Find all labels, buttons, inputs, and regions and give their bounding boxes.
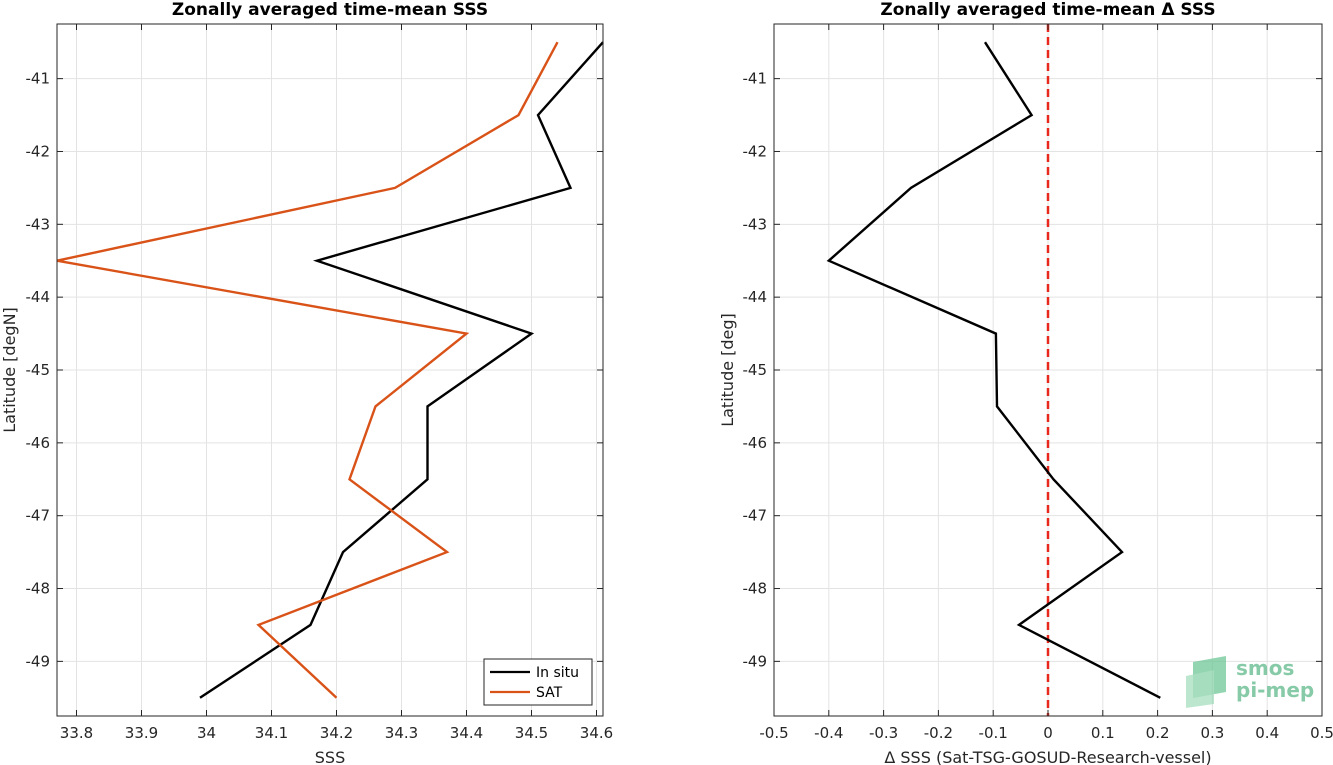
delta-sss-series-line-delta [826,41,1161,699]
sss-y-tick-label: -45 [26,361,51,379]
sss-series-line-in-situ [199,41,604,699]
sss-x-tick-label: 34.4 [450,724,483,742]
sss-y-axis-label: Latitude [degN] [0,307,19,433]
sss-grid [57,24,603,716]
delta-sss-x-tick-label: 0.5 [1310,724,1333,742]
legend: In situ SAT [483,658,593,706]
sss-x-axis-label: SSS [315,748,345,765]
delta-sss-x-tick-label: 0.3 [1200,724,1224,742]
delta-sss-y-tick-label: -41 [743,70,768,88]
sss-y-tick-label: -42 [26,142,51,160]
sss-y-tick-label: -43 [26,215,51,233]
sss-x-tick-label: 34.3 [385,724,418,742]
sss-y-tick-label: -49 [26,652,51,670]
delta-sss-y-tick-label: -43 [743,215,768,233]
delta-sss-y-tick-label: -45 [743,361,768,379]
delta-sss-panel: Zonally averaged time-mean Δ SSS -0.5 -0.… [718,0,1333,765]
delta-sss-x-tick-label: 0.2 [1146,724,1170,742]
legend-label-sat: SAT [536,685,563,701]
sss-ticks: 33.8 33.9 34 34.1 34.2 34.3 34.4 34.5 34.6 -41 -42… [26,24,613,742]
delta-sss-x-tick-label: 0 [1043,724,1053,742]
sss-x-tick-label: 34.5 [515,724,548,742]
legend-box [483,658,593,706]
delta-sss-x-tick-label: -0.4 [814,724,843,742]
sss-x-tick-label: 34.1 [255,724,288,742]
sss-y-tick-label: -41 [26,70,51,88]
sss-panel-title: Zonally averaged time-mean SSS [172,0,488,20]
delta-sss-ticks: -0.5 -0.4 -0.3 -0.2 -0.1 0 0.1 0.2 0.3 0.4 0.5 -41 -… [743,24,1333,742]
delta-sss-y-tick-label: -44 [743,288,768,306]
delta-sss-y-tick-label: -49 [743,652,768,670]
delta-sss-y-tick-label: -48 [743,580,768,598]
delta-sss-series [826,41,1161,699]
delta-sss-x-tick-label: -0.3 [869,724,898,742]
delta-sss-x-axis-label: Δ SSS (Sat-TSG-GOSUD-Research-vessel) [884,748,1211,765]
sss-series-line-sat [56,41,559,699]
sss-x-tick-label: 33.8 [60,724,93,742]
delta-sss-x-tick-label: 0.1 [1091,724,1115,742]
delta-sss-y-tick-label: -42 [743,142,768,160]
sss-x-tick-label: 34 [197,724,216,742]
delta-sss-x-tick-label: -0.2 [924,724,953,742]
sss-x-tick-label: 33.9 [125,724,158,742]
legend-label-in-situ: In situ [536,665,579,681]
delta-sss-x-tick-label: -0.5 [759,724,788,742]
logo-wave-shape-2 [1186,670,1214,708]
sss-panel: Zonally averaged time-mean SSS 33.8 33.9 3… [0,0,613,765]
sss-y-tick-label: -47 [26,507,51,525]
delta-sss-x-tick-label: 0.4 [1255,724,1279,742]
smos-pi-mep-logo: smos pi-mep [1186,656,1314,708]
delta-sss-x-tick-label: -0.1 [979,724,1008,742]
delta-sss-y-axis-label: Latitude [deg] [718,313,737,427]
logo-text-smos: smos [1236,656,1294,680]
logo-text-pi-mep: pi-mep [1236,678,1314,702]
delta-sss-panel-title: Zonally averaged time-mean Δ SSS [880,0,1215,20]
sss-series [56,41,604,699]
sss-y-tick-label: -44 [26,288,51,306]
sss-y-tick-label: -46 [26,434,51,452]
sss-y-tick-label: -48 [26,580,51,598]
delta-sss-y-tick-label: -46 [743,434,768,452]
sss-x-tick-label: 34.6 [580,724,613,742]
sss-x-tick-label: 34.2 [320,724,353,742]
delta-sss-y-tick-label: -47 [743,507,768,525]
